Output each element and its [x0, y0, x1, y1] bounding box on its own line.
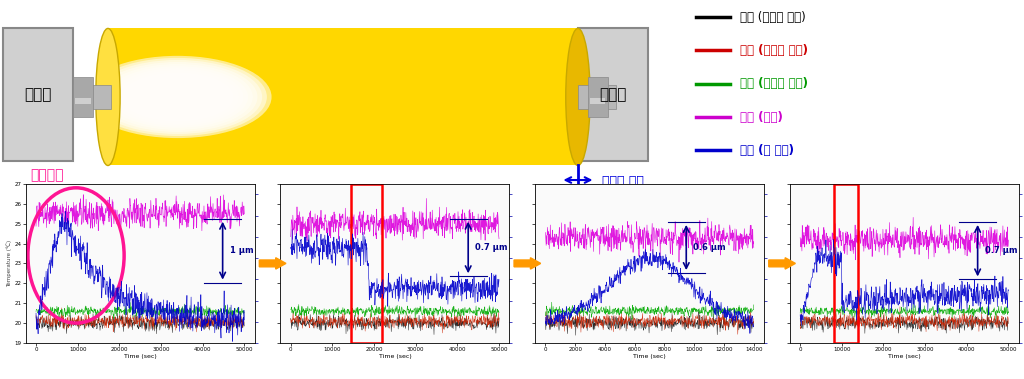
X-axis label: Time (sec): Time (sec) [379, 354, 412, 359]
Ellipse shape [96, 28, 120, 166]
Bar [108, 28, 578, 166]
Ellipse shape [97, 62, 257, 132]
Bar [590, 98, 605, 104]
Text: 변위 (롤 끝단): 변위 (롤 끝단) [740, 144, 795, 157]
Bar [73, 85, 112, 109]
Bar [578, 85, 616, 109]
Bar [834, 184, 858, 343]
Ellipse shape [117, 70, 239, 124]
X-axis label: Time (sec): Time (sec) [888, 354, 921, 359]
Bar [73, 77, 92, 117]
Bar [351, 184, 382, 343]
Text: 1 μm: 1 μm [229, 246, 253, 255]
Ellipse shape [88, 58, 267, 136]
X-axis label: Time (sec): Time (sec) [633, 354, 666, 359]
Text: 온도 (스핀들 부근): 온도 (스핀들 부근) [740, 11, 806, 23]
Text: 롤금형 끝단: 롤금형 끝단 [602, 175, 644, 188]
Ellipse shape [121, 72, 233, 122]
Bar [589, 77, 608, 117]
Ellipse shape [108, 66, 248, 128]
Text: 온도 (스핀들 오일): 온도 (스핀들 오일) [740, 77, 808, 90]
Ellipse shape [102, 64, 253, 130]
FancyBboxPatch shape [578, 28, 647, 161]
Ellipse shape [126, 74, 229, 120]
Text: 스핀들: 스핀들 [25, 87, 52, 102]
Ellipse shape [84, 56, 271, 138]
Text: 0.7 μm: 0.7 μm [475, 243, 508, 252]
FancyBboxPatch shape [3, 28, 73, 161]
Ellipse shape [93, 60, 262, 134]
Bar [75, 98, 90, 104]
Text: 0.7 μm: 0.7 μm [984, 246, 1017, 255]
Text: 심압대: 심압대 [599, 87, 627, 102]
Ellipse shape [112, 68, 244, 126]
Text: 온도 (심압대 부근): 온도 (심압대 부근) [740, 44, 808, 57]
Text: 원인불명: 원인불명 [31, 168, 65, 182]
Text: 온도 (실외): 온도 (실외) [740, 111, 783, 124]
X-axis label: Time (sec): Time (sec) [124, 354, 157, 359]
Y-axis label: Temperature (℃): Temperature (℃) [6, 240, 11, 287]
Ellipse shape [130, 77, 224, 117]
Text: 0.6 μm: 0.6 μm [693, 243, 726, 252]
Ellipse shape [566, 28, 590, 166]
